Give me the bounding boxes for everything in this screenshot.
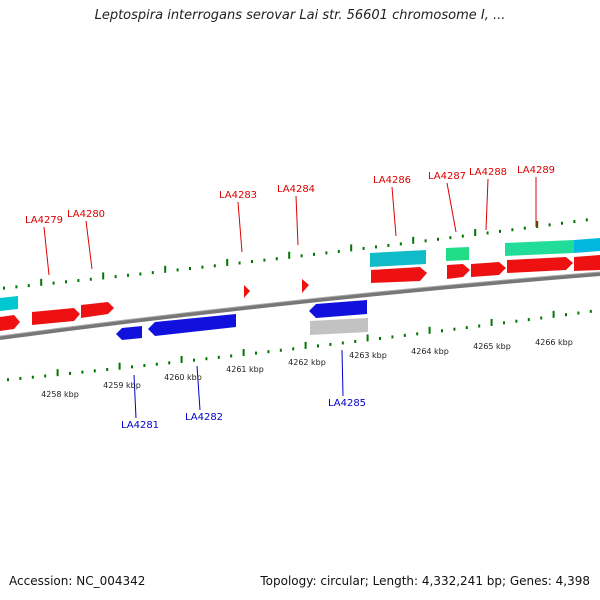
gene-arrow-LA4283[interactable] (244, 285, 250, 298)
feature-green-4289[interactable] (505, 240, 574, 256)
leader-line (85, 220, 93, 270)
scale-label: 4259 kbp (103, 381, 141, 390)
gene-label-LA4280[interactable]: LA4280 (67, 209, 105, 220)
feature-cyan-right[interactable] (574, 238, 600, 253)
gene-arrow-LA4286[interactable] (371, 267, 427, 283)
gene-label-LA4289[interactable]: LA4289 (517, 165, 555, 176)
topology-label: Topology: circular; Length: 4,332,241 bp… (260, 574, 590, 588)
leader-line (295, 195, 299, 246)
gene-arrow-fwd-left[interactable] (0, 315, 20, 331)
scale-label: 4261 kbp (226, 365, 264, 374)
feature-cyan-4286[interactable] (370, 250, 426, 267)
leader-line (485, 178, 489, 231)
gene-label-LA4281[interactable]: LA4281 (121, 420, 159, 431)
leader-line (133, 374, 137, 419)
reverse-tick-track (7, 309, 592, 382)
scale-label: 4260 kbp (164, 373, 202, 382)
gene-arrow-LA4279[interactable] (32, 308, 80, 325)
scale-label: 4266 kbp (535, 338, 573, 347)
gene-label-LA4282[interactable]: LA4282 (185, 412, 223, 423)
feature-gray-4285[interactable] (310, 318, 368, 335)
scale-label: 4264 kbp (411, 347, 449, 356)
forward-tick-track (3, 218, 588, 290)
leader-line (43, 226, 50, 276)
chromosome-backbone (0, 272, 600, 340)
gene-label-LA4286[interactable]: LA4286 (373, 175, 411, 186)
gene-label-LA4283[interactable]: LA4283 (219, 190, 257, 201)
gene-label-LA4279[interactable]: LA4279 (25, 215, 63, 226)
chromosome-backbone-highlight (0, 271, 600, 337)
gene-arrow-LA4284[interactable] (302, 279, 309, 293)
accession-label: Accession: NC_004342 (9, 574, 146, 588)
leader-line (341, 349, 344, 397)
gene-arrow-LA4282[interactable] (148, 314, 236, 336)
scale-label: 4263 kbp (349, 351, 387, 360)
gene-arrow-LA4285[interactable] (309, 300, 367, 318)
gene-arrow-LA4289[interactable] (507, 257, 573, 273)
gene-arrow-LA4288[interactable] (471, 262, 506, 277)
map-title: Leptospira interrogans serovar Lai str. … (94, 8, 506, 23)
leader-line (237, 201, 243, 253)
feature-cyan-left[interactable] (0, 296, 18, 311)
leader-line (391, 186, 397, 237)
gene-arrow-LA4281[interactable] (116, 326, 142, 340)
gene-arrow-LA4280[interactable] (81, 302, 114, 318)
gene-arrow-fwd-right[interactable] (574, 255, 600, 271)
gene-label-LA4284[interactable]: LA4284 (277, 184, 315, 195)
gene-label-LA4285[interactable]: LA4285 (328, 398, 366, 409)
scale-label: 4262 kbp (288, 358, 326, 367)
scale-label: 4258 kbp (41, 390, 79, 399)
leader-line (446, 182, 457, 233)
leader-line (196, 365, 201, 411)
gene-label-LA4287[interactable]: LA4287 (428, 171, 466, 182)
feature-green-4287[interactable] (446, 247, 469, 261)
gene-arrow-LA4287[interactable] (447, 264, 470, 279)
gene-label-LA4288[interactable]: LA4288 (469, 167, 507, 178)
scale-label: 4265 kbp (473, 342, 511, 351)
